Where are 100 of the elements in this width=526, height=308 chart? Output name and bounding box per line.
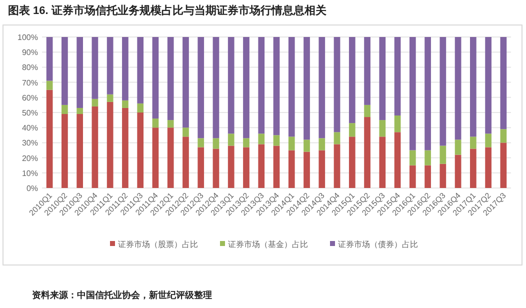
bar [76,114,83,188]
bar [364,117,370,188]
y-tick-label: 0% [26,184,38,193]
bar [409,37,416,150]
bar [364,104,370,118]
bar [454,140,462,155]
legend-label: 证券市场（股票）占比 [118,240,198,249]
bar [273,146,280,188]
bar [167,37,174,120]
bar [46,80,53,90]
bar [212,138,220,149]
bar [182,37,189,128]
bar [273,135,280,146]
bar [92,98,98,106]
chart-title: 图表 16. 证券市场信托业务规模占比与当期证券市场行情息息相关 [8,4,328,17]
bar [137,37,144,104]
bar [394,116,401,132]
y-tick-label: 20% [22,154,38,163]
bar [243,37,250,138]
bar [273,37,280,136]
bar [167,128,174,188]
bar [318,37,326,138]
bar [454,37,462,140]
legend-label: 证券市场（债券）占比 [338,240,418,249]
y-tick-label: 90% [22,48,38,58]
bar [500,37,507,130]
bar [198,37,204,138]
bar [379,120,386,137]
bar [288,150,295,188]
bar [228,37,234,134]
bar [46,37,53,81]
bar [167,120,174,128]
bar [92,37,98,99]
text: 资料来源：中国信托业协会，新世纪评级整理 [32,290,212,300]
bar [258,37,265,134]
bar [334,132,340,144]
bar [106,37,114,94]
bar [122,108,128,188]
bar [424,165,431,188]
bar [212,37,220,138]
bar [318,138,326,150]
y-tick-label: 60% [22,93,38,102]
bar [212,148,220,188]
legend-label: 证券市场（基金）占比 [228,240,308,249]
bar [152,37,159,119]
bar [182,136,189,188]
bar [440,37,446,146]
bar [122,100,128,108]
bar [122,37,128,100]
bar [334,37,340,132]
bar [485,134,492,148]
y-tick-label: 40% [22,124,38,133]
bar [228,134,234,146]
bar [394,132,401,188]
y-tick-label: 30% [22,138,38,148]
bar [485,147,492,188]
bar [228,146,234,188]
bar [137,103,144,112]
bar [440,146,446,164]
bar [470,148,476,188]
bar [500,129,507,143]
bar [500,142,507,188]
bar [76,108,83,114]
bar [348,136,356,188]
bar [470,37,476,137]
bar [348,37,356,124]
bar [409,150,416,166]
bar [92,106,98,188]
bar [46,90,53,188]
y-tick-label: 10% [22,168,38,178]
bar [243,147,250,188]
bar [424,150,431,166]
bar [152,118,159,128]
bar [62,104,68,114]
bar [182,128,189,137]
bar [258,134,265,144]
bar [485,37,492,134]
bar [106,102,114,188]
bar [394,37,401,116]
bar [198,147,204,188]
bar [334,144,340,188]
bar [470,136,476,149]
bar [243,138,250,148]
y-tick-label: 80% [22,63,38,72]
bar [288,37,295,137]
bar [258,144,265,188]
bar [379,37,386,120]
bar [304,37,310,140]
bar [454,154,462,188]
bar [440,164,446,188]
bar [364,37,370,105]
bar [379,136,386,188]
bar [62,114,68,188]
bar [106,94,114,102]
bar [137,112,144,188]
bar [304,152,310,188]
bar [288,136,295,150]
bar [152,128,159,188]
bar [304,140,310,152]
bar [62,37,68,105]
